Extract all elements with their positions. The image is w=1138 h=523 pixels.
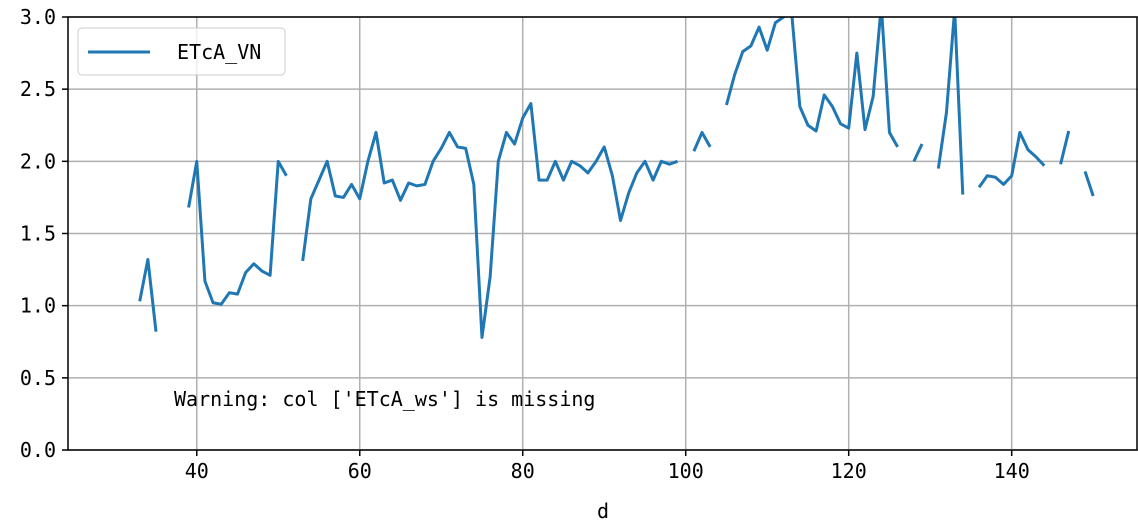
legend: ETcA_VN — [77, 27, 286, 76]
x-tick-label: 120 — [831, 459, 867, 483]
y-tick-label: 1.5 — [20, 222, 56, 246]
y-tick-label: 1.0 — [20, 294, 56, 318]
axis-ticks: 40 60 80 100 120 140 0.0 0.5 1.0 1.5 2.0 2.5 3.0 — [20, 5, 1030, 483]
y-tick-label: 0.5 — [20, 366, 56, 390]
x-tick-label: 140 — [994, 459, 1030, 483]
x-axis-title: d — [597, 499, 609, 523]
y-tick-label: 3.0 — [20, 5, 56, 29]
x-tick-label: 40 — [185, 459, 209, 483]
series-layer — [138, 17, 1095, 339]
x-tick-label: 80 — [511, 459, 535, 483]
series-line-etca-vn — [138, 17, 1095, 339]
legend-label: ETcA_VN — [177, 40, 261, 64]
missing-column-warning: Warning: col ['ETcA_ws'] is missing — [174, 387, 595, 411]
x-tick-label: 100 — [668, 459, 704, 483]
x-tick-label: 60 — [348, 459, 372, 483]
y-tick-label: 2.0 — [20, 149, 56, 173]
y-tick-label: 2.5 — [20, 77, 56, 101]
legend-box — [77, 27, 286, 76]
y-tick-label: 0.0 — [20, 438, 56, 462]
